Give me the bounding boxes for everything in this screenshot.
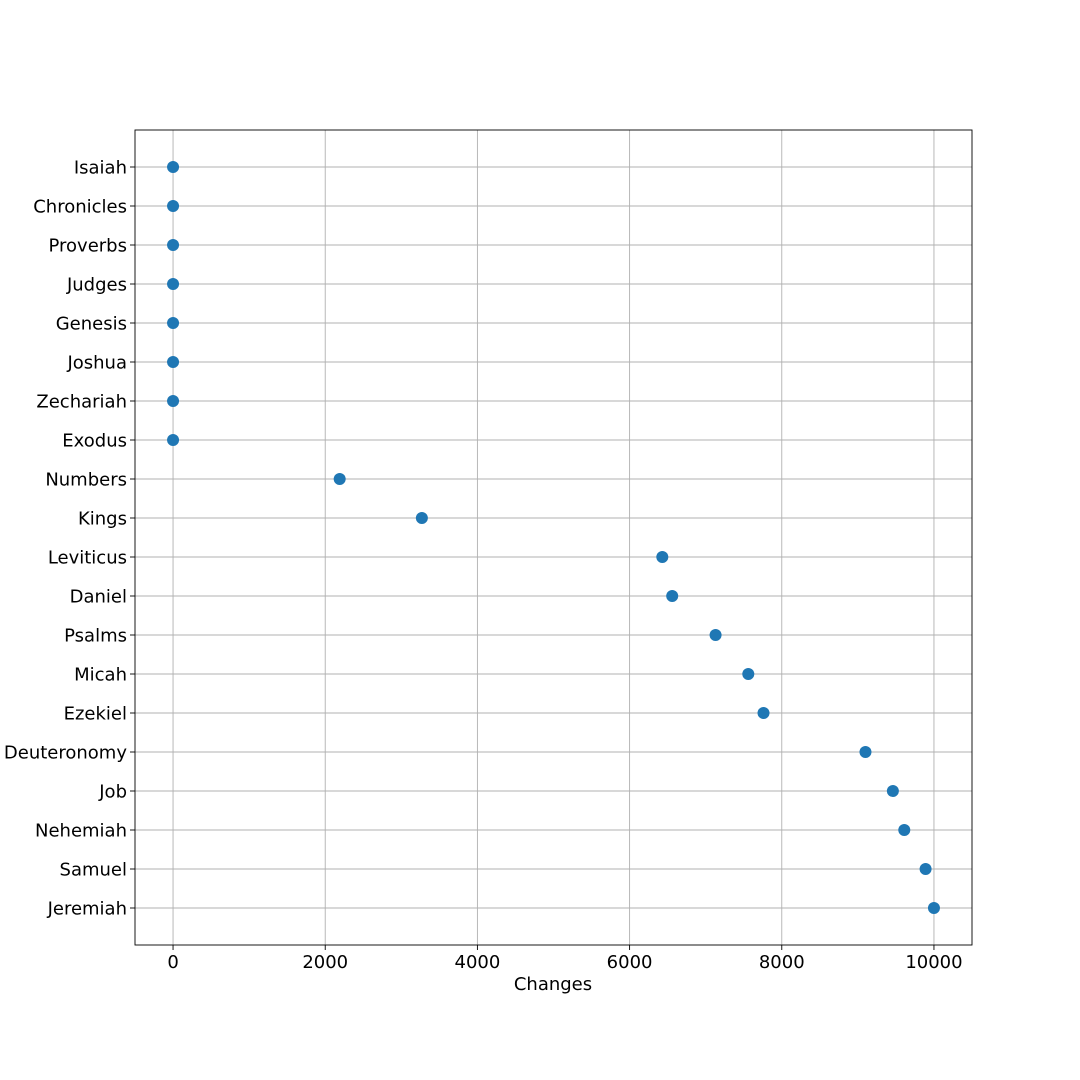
x-axis-title: Changes bbox=[514, 974, 592, 995]
y-tick-label: Numbers bbox=[45, 470, 127, 491]
scatter-point bbox=[919, 863, 932, 875]
scatter-point bbox=[167, 395, 180, 407]
vertical-gridlines bbox=[172, 130, 935, 945]
y-tick-label: Ezekiel bbox=[64, 704, 127, 725]
x-axis-ticks: 0 2000 4000 6000 8000 10000 bbox=[167, 945, 963, 973]
scatter-point bbox=[709, 629, 722, 641]
scatter-point bbox=[927, 902, 940, 914]
y-tick-label: Chronicles bbox=[33, 197, 127, 218]
scatter-point bbox=[859, 746, 872, 758]
y-tick-label: Proverbs bbox=[49, 236, 128, 257]
y-tick-label: Job bbox=[98, 782, 127, 803]
y-tick-label: Leviticus bbox=[48, 548, 127, 569]
y-tick-label: Zechariah bbox=[36, 392, 127, 413]
scatter-point bbox=[167, 161, 180, 173]
y-tick-label: Exodus bbox=[62, 431, 127, 452]
y-axis-ticks: Isaiah Chronicles Proverbs Judges Genesis Jos… bbox=[4, 158, 135, 920]
y-tick-label: Psalms bbox=[64, 626, 127, 647]
y-tick-label: Kings bbox=[78, 509, 127, 530]
scatter-point bbox=[898, 824, 911, 836]
y-tick-label: Daniel bbox=[70, 587, 127, 608]
scatter-point bbox=[333, 473, 346, 485]
y-tick-label: Genesis bbox=[56, 314, 127, 335]
scatter-point bbox=[666, 590, 679, 602]
y-tick-label: Nehemiah bbox=[35, 821, 127, 842]
scatter-point bbox=[167, 434, 180, 446]
y-tick-label: Joshua bbox=[66, 353, 127, 374]
scatter-point bbox=[886, 785, 899, 797]
data-points bbox=[167, 161, 940, 914]
scatter-point bbox=[167, 239, 180, 251]
plot-area-frame bbox=[134, 129, 973, 946]
scatter-point bbox=[167, 278, 180, 290]
x-tick-label: 2000 bbox=[302, 952, 348, 973]
y-tick-label: Jeremiah bbox=[47, 899, 127, 920]
y-tick-label: Judges bbox=[66, 275, 127, 296]
scatter-point bbox=[167, 200, 180, 212]
horizontal-gridlines bbox=[135, 166, 972, 909]
scatter-point bbox=[757, 707, 770, 719]
x-tick-label: 6000 bbox=[607, 952, 653, 973]
x-tick-label: 8000 bbox=[759, 952, 805, 973]
scatter-point bbox=[656, 551, 669, 563]
y-tick-label: Samuel bbox=[60, 860, 127, 881]
y-tick-label: Isaiah bbox=[74, 158, 127, 179]
scatter-point bbox=[167, 356, 180, 368]
scatter-point bbox=[167, 317, 180, 329]
x-tick-label: 10000 bbox=[905, 952, 962, 973]
x-tick-label: 0 bbox=[167, 952, 178, 973]
y-tick-label: Micah bbox=[74, 665, 127, 686]
y-tick-label: Deuteronomy bbox=[4, 743, 127, 764]
scatter-point bbox=[742, 668, 755, 680]
x-tick-label: 4000 bbox=[455, 952, 501, 973]
scatter-point bbox=[415, 512, 428, 524]
